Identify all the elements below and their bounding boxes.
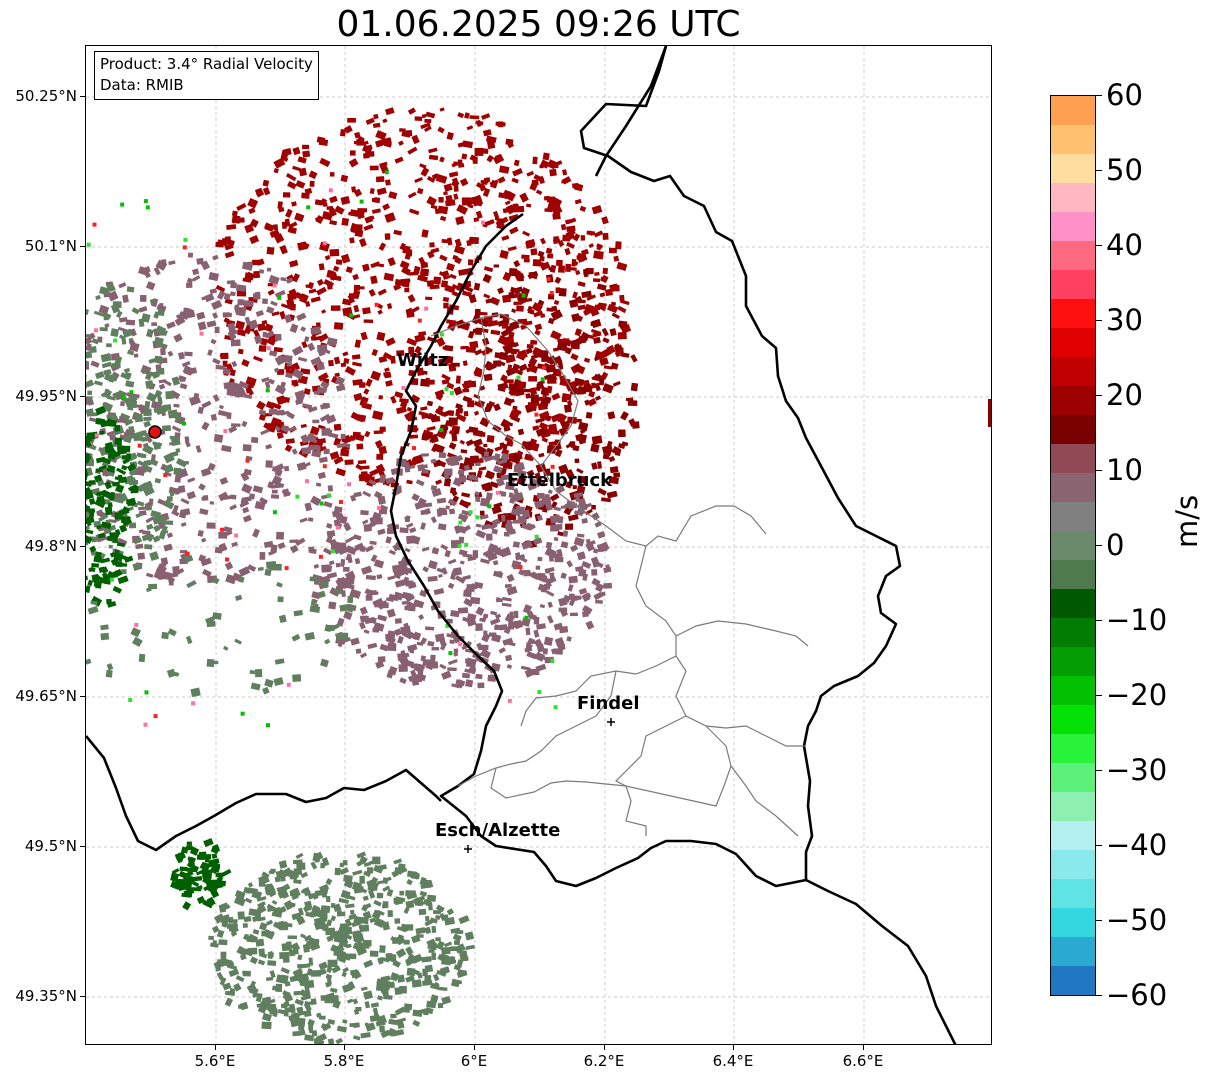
- findel-marker: [607, 718, 615, 726]
- lat-label: 49.65°N: [15, 687, 77, 705]
- city-label-wiltz: Wiltz: [397, 350, 449, 371]
- canton-line-9: [625, 725, 732, 807]
- colorbar-tick-label: −20: [1106, 678, 1168, 712]
- colorbar-tick-label: −40: [1106, 828, 1168, 862]
- canton-line-6: [457, 670, 617, 787]
- lon-tick: [604, 1045, 605, 1050]
- radar-map-canvas: [86, 46, 991, 1044]
- colorbar-tick: [1096, 845, 1102, 846]
- canton-line-11: [730, 765, 799, 837]
- lon-tick: [474, 1045, 475, 1050]
- echo-strong-southwest: [170, 838, 232, 911]
- colorbar-tick-label: 30: [1106, 303, 1143, 337]
- echo-sparse-south: [86, 554, 355, 698]
- colorbar-tick-label: −30: [1106, 753, 1168, 787]
- lat-tick: [80, 546, 85, 547]
- colorbar-tick: [1096, 245, 1102, 246]
- product-label: Product: 3.4° Radial Velocity: [100, 55, 313, 73]
- canton-line-2: [477, 317, 542, 467]
- city-label-esch: Esch/Alzette: [435, 820, 561, 841]
- colorbar-tick-label: 50: [1106, 153, 1143, 187]
- lat-label: 49.8°N: [24, 537, 77, 555]
- lon-label: 5.8°E: [323, 1052, 365, 1070]
- border-luxembourg-belgium: [389, 212, 807, 888]
- lon-tick: [733, 1045, 734, 1050]
- colorbar-tick: [1096, 470, 1102, 471]
- canton-line-10: [490, 767, 627, 799]
- canton-line-5: [675, 620, 809, 647]
- lat-tick: [80, 996, 85, 997]
- colorbar-tick: [1096, 620, 1102, 621]
- radar-echoes: [86, 107, 991, 1044]
- lat-tick: [80, 396, 85, 397]
- colorbar: [1050, 95, 1096, 996]
- canton-boundaries: [430, 313, 809, 837]
- lat-label: 49.35°N: [15, 987, 77, 1005]
- lat-label: 49.95°N: [15, 387, 77, 405]
- canton-line-1: [430, 313, 592, 517]
- echo-outgoing-southwest: [208, 851, 475, 1044]
- canton-line-4: [520, 545, 677, 727]
- colorbar-tick: [1096, 320, 1102, 321]
- data-source-label: Data: RMIB: [100, 76, 184, 94]
- colorbar-tick-label: −10: [1106, 603, 1168, 637]
- country-borders: [86, 46, 957, 1044]
- city-label-ettelbruck: Ettelbruck: [507, 470, 613, 491]
- colorbar-tick: [1096, 695, 1102, 696]
- colorbar-tick: [1096, 95, 1102, 96]
- canton-line-7: [675, 655, 806, 747]
- canton-line-3: [590, 505, 767, 547]
- esch-marker: [464, 845, 472, 853]
- colorbar-tick: [1096, 770, 1102, 771]
- colorbar-tick: [1096, 395, 1102, 396]
- radar-map[interactable]: [85, 45, 992, 1045]
- info-box: Product: 3.4° Radial Velocity Data: RMIB: [94, 51, 319, 100]
- city-markers: [464, 718, 615, 853]
- lon-label: 6.6°E: [842, 1052, 884, 1070]
- radar-site-marker: [148, 425, 162, 439]
- lon-label: 5.6°E: [194, 1052, 236, 1070]
- border-luxembourg-germany: [579, 46, 902, 880]
- lon-label: 6.2°E: [583, 1052, 625, 1070]
- lon-label: 6.4°E: [712, 1052, 754, 1070]
- echo-specks: [86, 170, 558, 728]
- colorbar-tick-label: 40: [1106, 228, 1143, 262]
- colorbar-tick: [1096, 545, 1102, 546]
- colorbar-tick-label: −50: [1106, 903, 1168, 937]
- lon-tick: [863, 1045, 864, 1050]
- border-germany-netherlands: [594, 46, 668, 177]
- colorbar-tick-label: −60: [1106, 978, 1168, 1012]
- colorbar-tick-label: 10: [1106, 453, 1143, 487]
- echo-near-radar: [86, 252, 351, 586]
- lat-tick: [80, 246, 85, 247]
- colorbar-tick: [1096, 920, 1102, 921]
- lon-label: 6°E: [460, 1052, 488, 1070]
- echo-strong-outgoing: [86, 405, 139, 608]
- lat-label: 50.1°N: [24, 237, 77, 255]
- lat-tick: [80, 96, 85, 97]
- city-label-findel: Findel: [577, 693, 640, 714]
- border-germany-france: [805, 878, 957, 1044]
- colorbar-tick: [1096, 170, 1102, 171]
- lat-label: 49.5°N: [24, 837, 77, 855]
- map-title: 01.06.2025 09:26 UTC: [336, 4, 741, 45]
- echo-edge-artifact: [988, 399, 991, 427]
- border-belgium-france: [86, 735, 442, 852]
- colorbar-unit-label: m/s: [1170, 494, 1204, 548]
- colorbar-tick-label: 60: [1106, 78, 1143, 112]
- lat-label: 50.25°N: [15, 87, 77, 105]
- colorbar-tick: [1096, 995, 1102, 996]
- lon-tick: [215, 1045, 216, 1050]
- lon-tick: [344, 1045, 345, 1050]
- lat-tick: [80, 696, 85, 697]
- canton-line-8: [614, 715, 687, 836]
- colorbar-tick-label: 0: [1106, 528, 1125, 562]
- lat-tick: [80, 846, 85, 847]
- colorbar-tick-label: 20: [1106, 378, 1143, 412]
